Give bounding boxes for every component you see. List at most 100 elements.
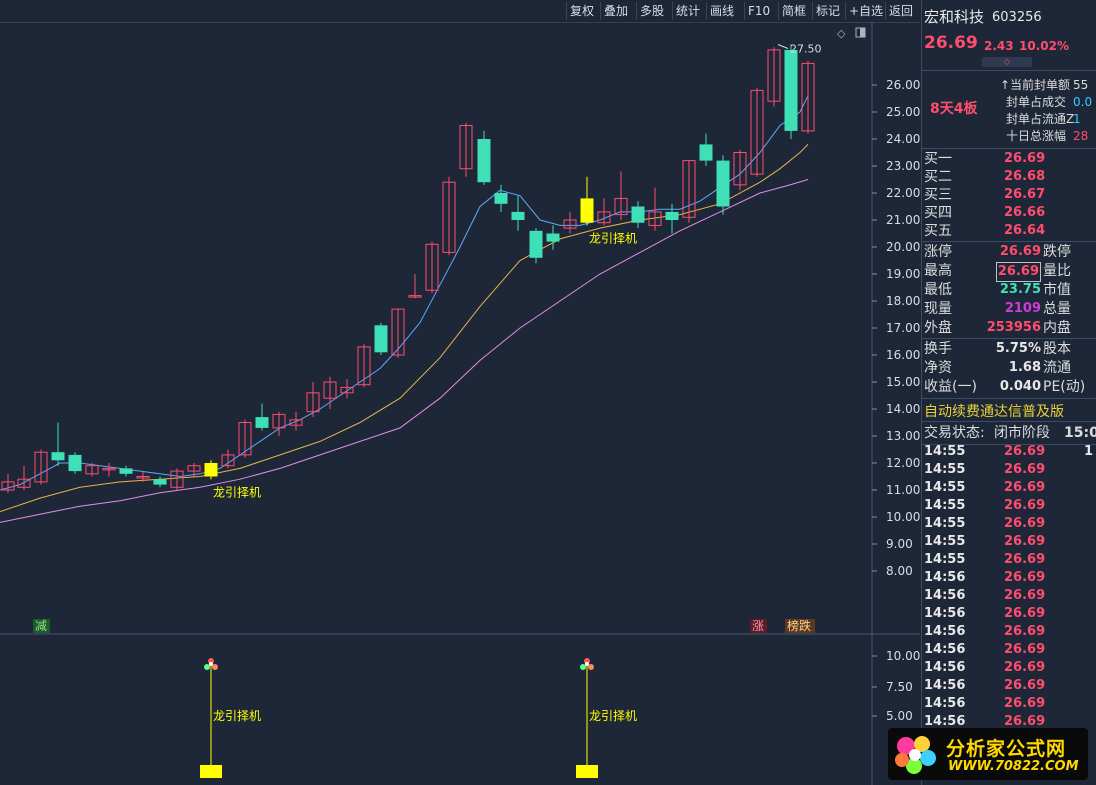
stat-row: 涨停 26.69 跌停: [922, 243, 1096, 261]
toolbar-btn-6[interactable]: 简框: [778, 2, 809, 20]
tag-rank-bg: [785, 619, 815, 633]
candle-body: [306, 392, 320, 413]
toolbar-btn-7[interactable]: 标记: [812, 2, 843, 20]
stat-value: 253956: [986, 320, 1041, 335]
tick-row: 14:55 26.69: [922, 515, 1096, 533]
tick-time: 14:56: [924, 588, 966, 603]
stat-label-right: 股本: [1043, 341, 1071, 357]
candle-body: [357, 346, 371, 386]
tick-price: 26.69: [1004, 624, 1046, 639]
candle-body: [34, 451, 48, 483]
candle-body: [511, 211, 525, 220]
trade-state-value: 闭市阶段: [994, 425, 1050, 441]
tag-reduce-bg: [33, 619, 50, 633]
candle-body: [323, 381, 337, 399]
tick-price: 26.69: [1004, 570, 1046, 585]
price-line: 26.69 2.43 10.02%: [922, 34, 1096, 56]
candle-body: [68, 454, 82, 472]
tick-volume: 1: [1084, 444, 1094, 459]
stat-row: 最高 26.69 量比: [922, 262, 1096, 282]
candle-body: [477, 139, 491, 183]
toolbar-btn-9[interactable]: 返回: [885, 2, 916, 20]
bid-price: 26.69: [1004, 151, 1046, 166]
tick-row: 14:55 26.69: [922, 533, 1096, 551]
candle-body: [580, 198, 594, 223]
tick-price: 26.69: [1004, 552, 1046, 567]
candle-body: [238, 422, 252, 456]
bid-row: 买二 26.68: [922, 168, 1096, 186]
tick-time: 14:56: [924, 570, 966, 585]
seal-value: 55: [1073, 78, 1089, 92]
candle-body: [442, 181, 456, 253]
stat-label-right: 跌停: [1043, 244, 1071, 260]
signal-label: 龙引择机: [213, 486, 261, 500]
tick-price: 26.69: [1004, 588, 1046, 603]
seal-row: 封单占流通Z 1: [922, 110, 1096, 128]
bid-label: 买一: [924, 151, 952, 167]
toolbar-btn-5[interactable]: F10: [744, 2, 773, 20]
high-label-pointer: [777, 44, 789, 49]
candle-body: [767, 49, 781, 102]
signal-dot: [209, 662, 213, 666]
toolbar-btn-3[interactable]: 统计: [672, 2, 703, 20]
signal-bar: [200, 765, 222, 778]
candle-body: [784, 49, 798, 131]
stat-label: 外盘: [924, 320, 952, 336]
stat-value: 23.75: [999, 282, 1041, 297]
price-change: 2.43: [984, 39, 1014, 53]
ad-banner[interactable]: 自动续费通达信普及版: [924, 404, 1064, 420]
ma5-line: [0, 95, 809, 491]
toolbar-btn-8[interactable]: +自选: [845, 2, 886, 20]
toolbar-btn-4[interactable]: 画线: [706, 2, 737, 20]
candle-body: [374, 325, 388, 353]
stat-label-right: 市值: [1043, 282, 1071, 298]
seal-row: ↑当前封单额 55: [922, 76, 1096, 94]
stat-label-right: 总量: [1043, 301, 1071, 317]
chart-toolbar: 复权 叠加 多股 统计 画线 F10 简框 标记 +自选 返回: [0, 0, 920, 22]
bid-price: 26.68: [1004, 169, 1046, 184]
seal-label: 封单占流通Z: [1006, 112, 1075, 126]
tick-row: 14:55 26.69: [922, 551, 1096, 569]
trade-state-label: 交易状态:: [924, 425, 985, 441]
tick-row: 14:55 26.69: [922, 479, 1096, 497]
y-tick-label: 14.00: [886, 402, 920, 416]
signal-label-lower: 龙引择机: [589, 709, 637, 723]
candle-body: [529, 230, 543, 258]
stat-row: 最低 23.75 市值: [922, 281, 1096, 299]
stat-label: 净资: [924, 360, 952, 376]
tick-time: 14:56: [924, 678, 966, 693]
collapse-toggle[interactable]: ◇: [982, 57, 1032, 67]
candle-body: [221, 454, 235, 467]
tick-row: 14:56 26.69: [922, 605, 1096, 623]
stat-label: 最高: [924, 263, 952, 279]
y-tick-label: 12.00: [886, 456, 920, 470]
toolbar-btn-0[interactable]: 复权: [566, 2, 597, 20]
candle-body: [340, 386, 354, 394]
stat-label-right: PE(动): [1043, 379, 1086, 395]
high-price-label: 27.50: [790, 43, 822, 56]
seal-value: 0.0: [1073, 95, 1093, 109]
y-tick-label: 11.00: [886, 483, 920, 497]
y-tick-label: 24.00: [886, 132, 920, 146]
signal-dot: [212, 664, 218, 670]
tick-row: 14:56 26.69: [922, 713, 1096, 731]
tick-time: 14:55: [924, 534, 966, 549]
bid-label: 买四: [924, 205, 952, 221]
y-tick-label: 26.00: [886, 78, 920, 92]
y-tick-label: 23.00: [886, 159, 920, 173]
stock-name: 宏和科技: [924, 8, 985, 26]
toolbar-btn-1[interactable]: 叠加: [600, 2, 631, 20]
toolbar-btn-2[interactable]: 多股: [636, 2, 667, 20]
candle-body: [255, 417, 269, 428]
seal-row: 封单占成交 0.0: [922, 93, 1096, 111]
tick-time: 14:55: [924, 480, 966, 495]
candle-body: [801, 62, 815, 132]
tick-time: 14:55: [924, 552, 966, 567]
stat-row: 净资 1.68 流通: [922, 359, 1096, 377]
logo-url: WWW.70822.COM: [948, 759, 1079, 774]
stat-label: 现量: [924, 301, 952, 317]
kline-chart[interactable]: 26.00 25.00 24.00 23.00 22.00 21.00 20.00 19.00…: [0, 22, 920, 785]
board-count: 8天4板: [930, 101, 978, 117]
candle-body: [665, 211, 679, 220]
tick-row: 14:56 26.69: [922, 677, 1096, 695]
